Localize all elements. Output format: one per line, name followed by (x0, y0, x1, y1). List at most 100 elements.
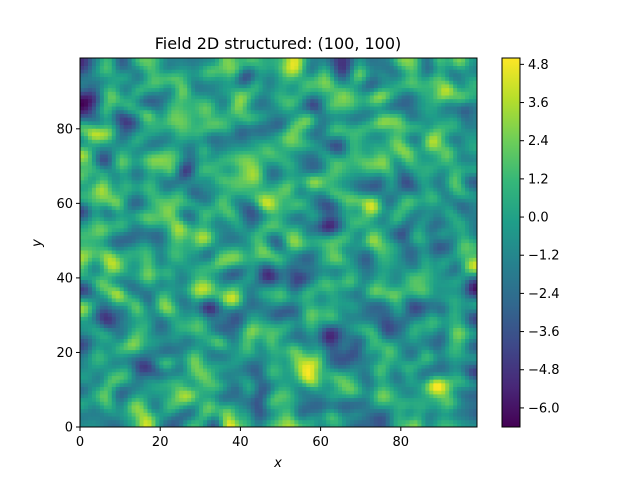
heatmap-cell (465, 367, 470, 373)
heatmap-cell (405, 260, 411, 266)
heatmap-cell (207, 264, 212, 269)
heatmap-cell (290, 312, 295, 317)
heatmap-cell (131, 272, 137, 277)
heatmap-cell (254, 345, 260, 351)
heatmap-cell (361, 419, 367, 424)
heatmap-cell (211, 283, 216, 288)
heatmap-cell (234, 393, 240, 399)
heatmap-cell (453, 272, 458, 277)
heatmap-cell (199, 367, 204, 373)
heatmap-cell (207, 393, 212, 399)
heatmap-cell (230, 415, 236, 421)
heatmap-cell (91, 401, 97, 406)
heatmap-cell (203, 327, 208, 332)
heatmap-cell (119, 301, 125, 306)
heatmap-cell (155, 349, 160, 354)
heatmap-cell (246, 305, 252, 310)
heatmap-cell (214, 327, 220, 332)
heatmap-cell (389, 379, 395, 384)
heatmap-cell (286, 386, 292, 391)
heatmap-cell (91, 419, 97, 424)
heatmap-cell (226, 246, 232, 251)
heatmap-cell (397, 268, 403, 273)
heatmap-cell (242, 327, 248, 332)
heatmap-cell (338, 386, 343, 391)
heatmap-cell (302, 301, 307, 306)
heatmap-cell (409, 334, 415, 340)
heatmap-cell (357, 386, 363, 391)
heatmap-cell (449, 283, 454, 288)
heatmap-cell (195, 334, 200, 340)
heatmap-cell (127, 371, 133, 376)
heatmap-cell (143, 408, 149, 413)
heatmap-cell (361, 283, 367, 288)
heatmap-cell (473, 268, 477, 273)
heatmap-cell (334, 412, 339, 417)
heatmap-cell (334, 246, 339, 251)
heatmap-cell (167, 319, 172, 325)
heatmap-cell (302, 412, 307, 417)
heatmap-cell (207, 404, 212, 410)
heatmap-cell (413, 308, 419, 314)
heatmap-cell (397, 301, 403, 306)
heatmap-cell (318, 260, 323, 266)
heatmap-cell (179, 367, 184, 373)
heatmap-cell (322, 294, 327, 299)
heatmap-cell (143, 412, 149, 417)
heatmap-cell (425, 353, 430, 358)
heatmap-cell (123, 423, 129, 427)
heatmap-cell (429, 423, 434, 427)
heatmap-cell (306, 375, 311, 380)
heatmap-cell (246, 242, 252, 247)
heatmap-cell (322, 257, 327, 262)
heatmap-cell (405, 390, 411, 395)
heatmap-cell (242, 390, 248, 395)
heatmap-cell (445, 305, 450, 310)
heatmap-cell (262, 379, 268, 384)
heatmap-cell (103, 393, 109, 399)
heatmap-cell (306, 342, 311, 347)
heatmap-cell (425, 331, 430, 336)
heatmap-cell (155, 331, 160, 336)
heatmap-cell (342, 382, 347, 388)
heatmap-cell (421, 334, 426, 340)
heatmap-cell (234, 382, 240, 388)
heatmap-cell (338, 397, 343, 402)
heatmap-cell (429, 345, 434, 351)
heatmap-cell (314, 404, 319, 410)
heatmap-cell (250, 246, 256, 251)
heatmap-cell (143, 275, 149, 280)
heatmap-cell (103, 360, 109, 365)
heatmap-cell (421, 331, 426, 336)
heatmap-cell (282, 367, 288, 373)
heatmap-cell (123, 257, 129, 262)
heatmap-cell (119, 401, 125, 406)
heatmap-cell (127, 305, 133, 310)
heatmap-cell (453, 404, 458, 410)
heatmap-cell (377, 272, 383, 277)
heatmap-cell (405, 331, 411, 336)
heatmap-cell (345, 349, 351, 354)
heatmap-cell (222, 334, 228, 340)
heatmap-cell (345, 249, 351, 255)
heatmap-cell (127, 331, 133, 336)
heatmap-cell (326, 323, 331, 328)
heatmap-cell (226, 253, 232, 258)
heatmap-cell (425, 345, 430, 351)
heatmap-cell (274, 268, 280, 273)
heatmap-cell (115, 353, 121, 358)
heatmap-cell (111, 334, 117, 340)
heatmap-cell (246, 345, 252, 351)
heatmap-cell (413, 242, 419, 247)
heatmap-cell (250, 319, 256, 325)
heatmap-cell (175, 249, 180, 255)
heatmap-cell (393, 268, 399, 273)
heatmap-cell (131, 253, 137, 258)
heatmap-cell (274, 419, 280, 424)
heatmap-cell (270, 397, 276, 402)
heatmap-cell (441, 412, 446, 417)
heatmap-cell (250, 404, 256, 410)
heatmap-cell (433, 367, 438, 373)
heatmap-cell (306, 312, 311, 317)
heatmap-cell (306, 305, 311, 310)
